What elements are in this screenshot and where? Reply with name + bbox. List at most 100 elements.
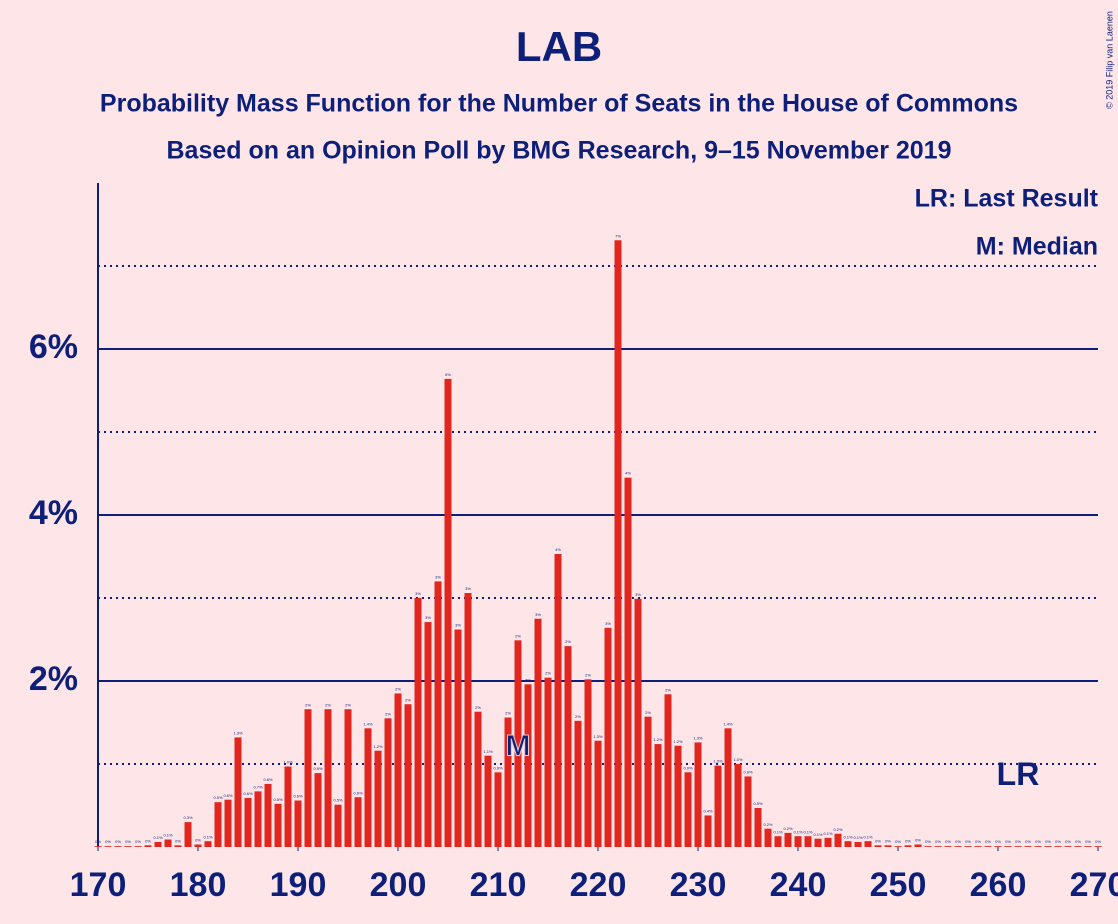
- x-tick-label: 230: [670, 866, 727, 904]
- value-label: 0.1%: [163, 833, 173, 838]
- bar: [94, 846, 102, 847]
- value-label: 0%: [965, 839, 971, 844]
- bar: [194, 844, 202, 847]
- bar: [444, 378, 452, 847]
- bar: [404, 704, 412, 847]
- value-label: 3%: [425, 615, 431, 620]
- value-label: 7%: [615, 233, 621, 238]
- value-label: 2%: [645, 710, 651, 715]
- bar: [734, 764, 742, 847]
- x-tick-label: 190: [270, 866, 327, 904]
- bar: [964, 846, 972, 847]
- bar: [274, 803, 282, 847]
- bar: [714, 765, 722, 847]
- bar: [1024, 846, 1032, 847]
- y-tick-label: 6%: [29, 328, 78, 366]
- value-label: 0%: [885, 838, 891, 843]
- value-label: 0.1%: [203, 834, 213, 839]
- value-label: 0.2%: [833, 827, 843, 832]
- bar: [744, 776, 752, 847]
- bar: [214, 802, 222, 847]
- bar: [464, 593, 472, 847]
- bar: [944, 846, 952, 847]
- last-result-marker: LR: [997, 756, 1040, 792]
- value-label: 0.3%: [183, 815, 193, 820]
- bar: [304, 709, 312, 847]
- bar: [564, 646, 572, 847]
- bar: [284, 766, 292, 847]
- bar: [114, 846, 122, 847]
- value-label: 3%: [465, 586, 471, 591]
- value-label: 0.1%: [813, 832, 823, 837]
- bar: [104, 846, 112, 847]
- bar: [854, 842, 862, 847]
- value-label: 0.5%: [273, 797, 283, 802]
- x-tick-label: 200: [370, 866, 427, 904]
- subtitle: Based on an Opinion Poll by BMG Research…: [167, 137, 952, 165]
- bar: [504, 717, 512, 847]
- bar: [864, 841, 872, 847]
- bar: [514, 640, 522, 847]
- bar: [884, 845, 892, 847]
- bar: [694, 742, 702, 847]
- value-label: 0.9%: [313, 766, 323, 771]
- value-label: 0.5%: [213, 795, 223, 800]
- value-label: 2%: [385, 711, 391, 716]
- value-label: 2%: [565, 639, 571, 644]
- value-label: 0%: [905, 838, 911, 843]
- bar: [984, 846, 992, 847]
- bar: [1084, 846, 1092, 847]
- value-label: 0%: [125, 839, 131, 844]
- value-label: 2%: [585, 672, 591, 677]
- value-label: 0%: [935, 839, 941, 844]
- bar: [954, 846, 962, 847]
- value-label: 2%: [505, 711, 511, 716]
- x-tick-label: 210: [470, 866, 527, 904]
- bar: [664, 694, 672, 847]
- value-label: 0%: [1075, 839, 1081, 844]
- bar: [704, 815, 712, 847]
- bar: [164, 839, 172, 847]
- bar: [334, 804, 342, 847]
- bar: [414, 598, 422, 847]
- bar: [324, 709, 332, 847]
- bar: [794, 836, 802, 847]
- bar: [934, 846, 942, 847]
- value-label: 0%: [105, 839, 111, 844]
- value-label: 0%: [135, 839, 141, 844]
- bar: [824, 837, 832, 847]
- value-label: 1.3%: [593, 734, 603, 739]
- value-label: 2%: [395, 687, 401, 692]
- value-label: 4%: [555, 547, 561, 552]
- value-label: 0%: [1035, 839, 1041, 844]
- bar: [224, 799, 232, 847]
- bar: [574, 720, 582, 847]
- bar: [174, 845, 182, 847]
- x-tick-label: 250: [870, 866, 927, 904]
- x-tick-label: 220: [570, 866, 627, 904]
- bar: [644, 716, 652, 847]
- bar: [1064, 846, 1072, 847]
- value-label: 1.1%: [483, 749, 493, 754]
- bar: [544, 677, 552, 847]
- legend-entry: LR: Last Result: [915, 185, 1099, 213]
- bar: [474, 711, 482, 847]
- bar: [344, 709, 352, 847]
- value-label: 2%: [545, 671, 551, 676]
- bar: [914, 844, 922, 847]
- bar: [144, 845, 152, 847]
- legend-entry: M: Median: [976, 233, 1098, 261]
- value-label: 0%: [945, 839, 951, 844]
- bar: [424, 622, 432, 847]
- value-label: 2%: [515, 633, 521, 638]
- y-tick-label: 2%: [29, 660, 78, 698]
- bar: [364, 728, 372, 847]
- value-label: 0.6%: [243, 791, 253, 796]
- value-label: 0%: [195, 838, 201, 843]
- value-label: 0.9%: [683, 765, 693, 770]
- value-label: 1.3%: [233, 731, 243, 736]
- bar: [184, 822, 192, 847]
- value-label: 0.1%: [153, 835, 163, 840]
- value-label: 0.9%: [743, 770, 753, 775]
- value-label: 0.8%: [263, 777, 273, 782]
